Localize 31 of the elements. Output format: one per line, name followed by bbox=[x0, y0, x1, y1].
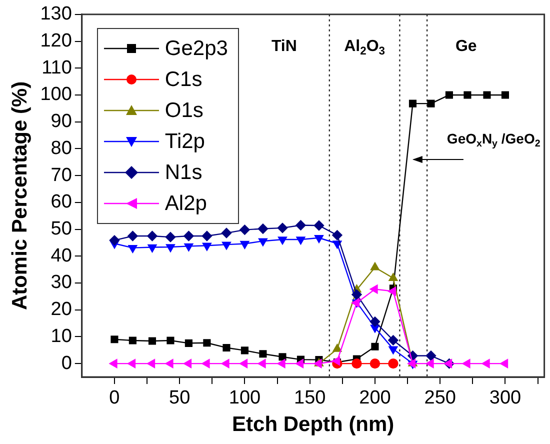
y-axis-title: Atomic Percentage (%) bbox=[8, 81, 32, 310]
x-tick-label: 200 bbox=[359, 388, 391, 409]
y-tick-label: 90 bbox=[50, 111, 72, 132]
annotation: Ge bbox=[455, 38, 477, 55]
legend-label: Al2p bbox=[164, 192, 207, 216]
legend-label: Ti2p bbox=[164, 130, 205, 154]
x-tick-label: 250 bbox=[424, 388, 456, 409]
x-tick-label: 100 bbox=[228, 388, 261, 409]
legend-label: Ge2p3 bbox=[164, 36, 228, 61]
x-tick-label: 300 bbox=[489, 388, 522, 409]
y-tick-label: 60 bbox=[50, 192, 72, 213]
legend-label: O1s bbox=[164, 98, 204, 123]
y-tick-label: 70 bbox=[50, 164, 72, 186]
x-axis-title: Etch Depth (nm) bbox=[232, 413, 394, 436]
x-tick-label: 150 bbox=[294, 388, 326, 409]
y-tick-label: 30 bbox=[50, 272, 72, 294]
legend-label: N1s bbox=[164, 160, 202, 185]
y-tick-label: 0 bbox=[61, 352, 72, 374]
y-tick-label: 130 bbox=[40, 4, 72, 25]
x-tick-label: 0 bbox=[109, 388, 120, 409]
y-tick-label: 80 bbox=[50, 138, 72, 159]
y-tick-label: 40 bbox=[50, 245, 72, 266]
y-tick-label: 100 bbox=[40, 84, 72, 106]
x-tick-label: 50 bbox=[169, 388, 190, 409]
y-tick-label: 50 bbox=[50, 218, 72, 240]
y-tick-label: 120 bbox=[40, 30, 72, 52]
y-tick-label: 20 bbox=[50, 299, 72, 320]
legend-label: C1s bbox=[164, 68, 202, 92]
y-tick-label: 10 bbox=[50, 326, 72, 347]
y-tick-label: 110 bbox=[42, 57, 72, 78]
annotation: TiN bbox=[271, 38, 297, 55]
